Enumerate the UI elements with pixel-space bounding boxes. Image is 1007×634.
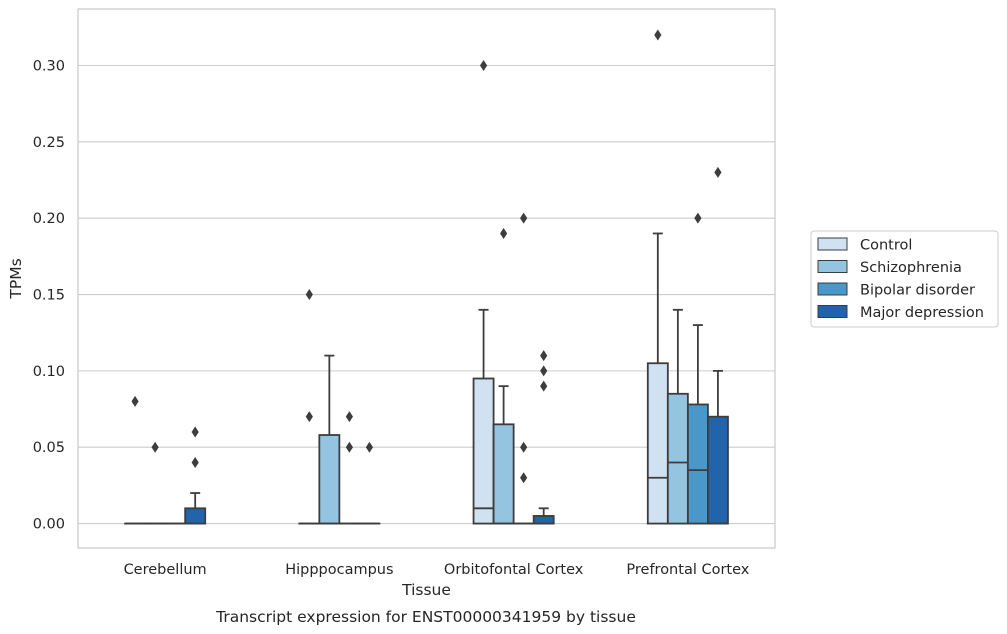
box: [646, 362, 669, 525]
box: [472, 377, 495, 525]
box-schizophrenia: [666, 308, 689, 525]
box: [532, 515, 555, 525]
x-axis-label: Tissue: [401, 581, 451, 599]
box: [184, 507, 207, 525]
outlier-point: [151, 441, 159, 453]
legend-swatch: [817, 305, 848, 318]
box-layer: [124, 29, 729, 525]
outlier-point: [654, 29, 662, 41]
outlier-point: [479, 59, 488, 71]
box-control: [298, 289, 321, 525]
y-tick-label: 0.00: [33, 517, 65, 533]
box-major-depression: [358, 441, 381, 525]
legend-swatch: [817, 237, 848, 251]
x-tick-labels: Cerebellum Hipppocampus Orbitofontal Corte…: [124, 562, 750, 578]
outlier-point: [500, 227, 508, 239]
outlier-point: [191, 456, 199, 468]
outlier-point: [305, 289, 313, 301]
box: [318, 434, 341, 525]
box-bipolar-disorder: [338, 411, 361, 525]
legend-swatch: [817, 282, 848, 296]
box-bipolar-disorder: [686, 212, 709, 525]
x-tick-label: Prefrontal Cortex: [626, 562, 749, 578]
legend: Control Schizophrenia Bipolar disorder Majo…: [810, 230, 999, 328]
y-tick-labels: 0.00 0.05 0.10 0.15 0.20 0.25 0.30: [33, 58, 65, 532]
y-tick-label: 0.15: [33, 288, 65, 304]
legend-label: Bipolar disorder: [860, 283, 975, 299]
box: [492, 423, 515, 525]
outlier-point: [305, 411, 313, 423]
y-tick-label: 0.10: [33, 364, 65, 380]
y-tick-label: 0.20: [33, 211, 65, 227]
grid-lines: [78, 64, 775, 525]
box-schizophrenia: [144, 441, 167, 525]
outlier-point: [520, 212, 528, 224]
box-major-depression: [707, 166, 729, 525]
legend-label: Major depression: [860, 305, 984, 321]
outlier-point: [540, 365, 548, 377]
box-control: [124, 395, 146, 525]
outlier-point: [191, 426, 199, 438]
outlier-point: [131, 395, 139, 407]
y-tick-label: 0.05: [33, 440, 65, 456]
legend-swatch: [817, 260, 848, 273]
box-control: [646, 29, 669, 525]
box: [707, 415, 729, 525]
y-tick-label: 0.30: [33, 58, 65, 74]
outlier-point: [540, 380, 548, 392]
x-tick-label: Orbitofontal Cortex: [444, 562, 584, 578]
legend-frame: [810, 230, 999, 328]
plot-frame: [77, 8, 776, 549]
y-tick-label: 0.25: [33, 135, 65, 151]
chart-caption: Transcript expression for ENST0000034195…: [215, 608, 636, 626]
box-bipolar-disorder: [512, 212, 535, 525]
outlier-point: [345, 411, 353, 423]
box-major-depression: [532, 350, 555, 525]
box-schizophrenia: [492, 227, 515, 525]
outlier-point: [365, 441, 374, 453]
box-schizophrenia: [318, 354, 341, 525]
outlier-point: [520, 441, 528, 453]
x-tick-label: Cerebellum: [124, 562, 207, 578]
outlier-point: [520, 472, 528, 484]
legend-label: Control: [860, 238, 912, 254]
box: [666, 392, 689, 525]
legend-label: Schizophrenia: [860, 260, 962, 276]
box-control: [472, 59, 495, 525]
outlier-point: [345, 441, 353, 453]
box: [686, 403, 709, 525]
y-axis-label: TPMs: [7, 258, 25, 299]
outlier-point: [694, 212, 702, 224]
outlier-point: [540, 350, 548, 362]
outlier-point: [714, 166, 722, 178]
box-major-depression: [184, 426, 207, 525]
x-tick-label: Hipppocampus: [285, 562, 393, 578]
